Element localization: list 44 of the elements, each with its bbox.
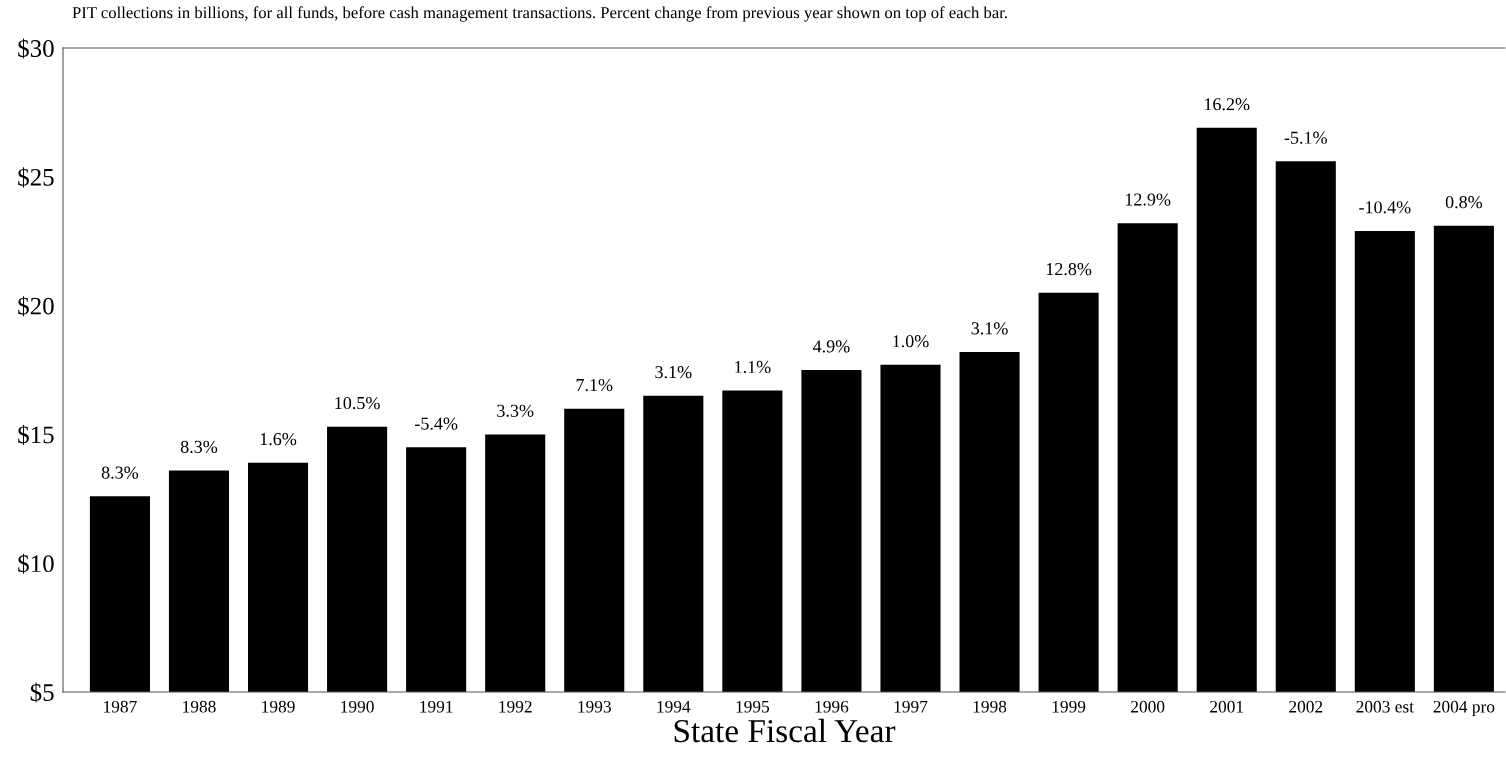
annotation: 7.1% bbox=[576, 378, 613, 392]
annotation: 3.1% bbox=[655, 366, 692, 379]
x-axis-title: State Fiscal Year bbox=[674, 718, 896, 743]
annotation: 8.3% bbox=[180, 440, 218, 453]
annotation: 10.5% bbox=[335, 396, 380, 410]
x-tick-label: 1990 bbox=[341, 700, 374, 713]
annotation: -5.4% bbox=[415, 417, 458, 430]
annotation: 1.6% bbox=[260, 432, 297, 446]
annotation: 12.8% bbox=[1046, 262, 1092, 276]
annotation: -5.1% bbox=[1284, 131, 1327, 144]
x-tick-label: 1987 bbox=[104, 700, 137, 713]
x-tick-label: 1988 bbox=[183, 700, 216, 713]
x-tick-label: 1991 bbox=[420, 700, 453, 713]
annotation: 3.1% bbox=[971, 322, 1008, 335]
annotation: 12.9% bbox=[1125, 193, 1171, 206]
x-tick-label: 1994 bbox=[657, 700, 691, 713]
annotation: 0.8% bbox=[1445, 196, 1483, 209]
x-tick-label: 1998 bbox=[973, 700, 1007, 713]
annotation: 1.0% bbox=[893, 335, 929, 348]
y-tick-label: $25 bbox=[18, 167, 54, 188]
x-tick-label: 1995 bbox=[736, 700, 770, 713]
x-tick-label: 2001 bbox=[1210, 700, 1244, 713]
x-tick-label: 1997 bbox=[894, 700, 928, 713]
x-tick-label: 2004 pro bbox=[1433, 700, 1495, 717]
x-tick-label: 1996 bbox=[815, 700, 849, 713]
annotation: -10.4% bbox=[1359, 201, 1411, 214]
x-tick-label: 1999 bbox=[1052, 700, 1086, 713]
x-tick-label: 1993 bbox=[578, 700, 611, 713]
y-tick-label: $30 bbox=[18, 38, 54, 59]
x-tick-label: 2000 bbox=[1131, 700, 1165, 713]
y-tick-label: $10 bbox=[18, 553, 54, 574]
x-tick-label: 2002 bbox=[1289, 700, 1323, 713]
x-tick-label: 1989 bbox=[262, 700, 295, 713]
y-tick-label: $20 bbox=[18, 296, 54, 317]
annotation: 3.3% bbox=[497, 404, 534, 417]
annotation: 1.1% bbox=[735, 360, 771, 374]
annotation: 4.9% bbox=[812, 340, 850, 353]
chart-title: PIT collections in billions, for all funds, before cash management transactions. Percent change from previous year shown on top of each bar. bbox=[72, 6, 1007, 22]
x-tick-label: 1992 bbox=[499, 700, 532, 713]
y-tick-label: $15 bbox=[18, 424, 54, 445]
x-tick-label: 2003 est bbox=[1356, 700, 1414, 713]
annotation: 8.3% bbox=[101, 466, 139, 479]
y-tick-label: $5 bbox=[30, 682, 54, 703]
annotation: 16.2% bbox=[1204, 98, 1250, 111]
